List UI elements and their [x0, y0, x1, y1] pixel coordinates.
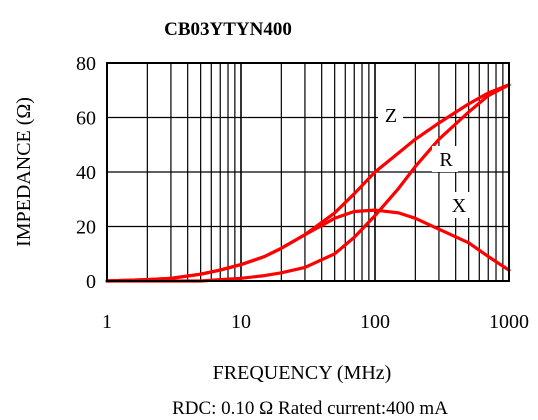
x-tick-label: 10: [231, 311, 251, 333]
series-line-r: [105, 83, 511, 283]
series-label-z: Z: [385, 105, 397, 127]
label-z-background: [378, 102, 403, 128]
y-axis-label: IMPEDANCE (Ω): [13, 97, 35, 247]
x-tick-labels: 1 10 100 1000: [102, 311, 529, 333]
series-lines: [105, 83, 511, 283]
chart-title: CB03YTYN400: [164, 19, 292, 40]
y-tick-label: 40: [76, 162, 96, 184]
label-r-background: [432, 146, 458, 172]
series-line-x: [105, 208, 511, 283]
y-tick-label: 80: [76, 53, 96, 75]
label-x-background: [440, 192, 470, 218]
series-label-x: X: [452, 195, 467, 217]
y-tick-labels: 0 20 40 60 80: [76, 53, 96, 293]
y-tick-label: 60: [76, 108, 96, 130]
y-tick-label: 0: [86, 271, 96, 293]
x-axis-label: FREQUENCY (MHz): [213, 362, 392, 384]
plot-frame: [106, 62, 510, 282]
series-line-z: [105, 83, 511, 283]
x-tick-label: 100: [360, 311, 390, 333]
y-tick-label: 20: [76, 217, 96, 239]
footer-rdc-rating: RDC: 0.10 Ω Rated current:400 mA: [172, 398, 448, 419]
x-tick-label: 1000: [489, 311, 529, 333]
series-label-r: R: [439, 149, 453, 171]
x-tick-label: 1: [102, 311, 112, 333]
